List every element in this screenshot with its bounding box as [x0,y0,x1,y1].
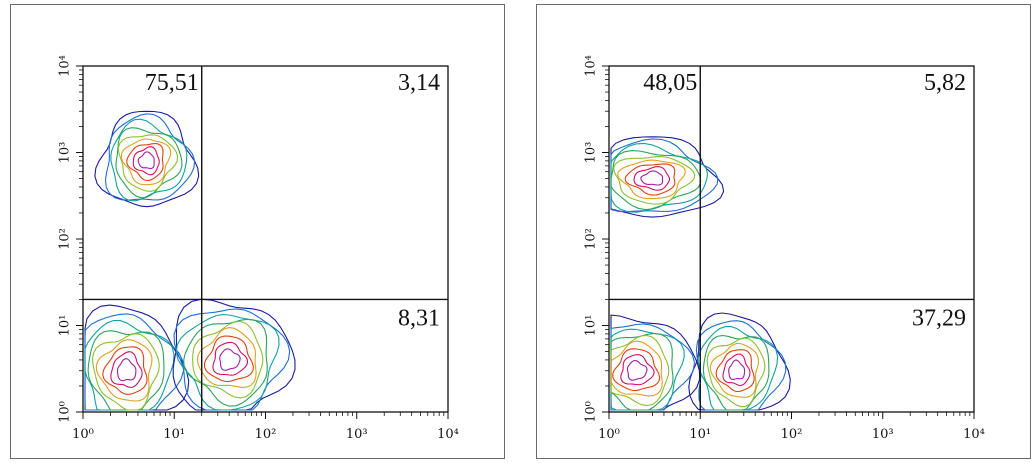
flow-cytometry-plot-right: 10⁰ 10¹ 10² 10³ 10⁴ 10⁰ 10¹ 10² 10³ 10⁴ 48,05 5,82 3… [536,4,1031,459]
contour-line-right-pop3-level8 [620,354,655,386]
y-tick-label-left: 10¹ [58,315,73,337]
contour-line-left-pop3-level4 [183,318,268,407]
contour-line-right-pop3-level6 [610,340,663,397]
y-tick-label-left: 10³ [58,142,73,164]
quadrant-lower-right-percent-left: 8,31 [398,305,440,331]
contour-plot-right: 10⁰ 10¹ 10² 10³ 10⁴ 10⁰ 10¹ 10² 10³ 10⁴ 48,05 5,82 3… [584,55,985,442]
contour-line-left-pop1-level1 [94,110,200,208]
y-tick-label-left: 10⁰ [58,401,73,423]
contour-line-right-pop3-level3 [610,328,685,411]
contour-line-right-pop1-level7 [624,163,676,196]
contour-line-right-pop2-level9 [728,359,746,381]
contour-line-right-pop1-level9 [640,170,664,186]
contour-line-left-pop3-level3 [175,314,280,411]
quadrant-lower-right-percent-right: 37,29 [912,305,966,331]
quadrant-upper-left-percent-left: 75,51 [145,70,199,96]
flow-cytometry-plot-left: 10⁰ 10¹ 10² 10³ 10⁴ 10⁰ 10¹ 10² 10³ 10⁴ 75,51 3,14 8… [10,4,505,459]
contour-line-left-pop2-level9 [116,358,137,382]
contour-line-right-pop1-level8 [633,166,671,191]
contour-line-right-pop3-level5 [610,334,670,407]
contour-line-left-pop2-level6 [95,339,153,402]
x-tick-label-left: 10¹ [163,427,185,442]
x-tick-label-left: 10⁴ [437,427,459,442]
contour-line-right-pop2-level8 [722,353,751,387]
quadrant-upper-right-percent-left: 3,14 [398,70,440,96]
y-tick-label-right: 10² [584,228,599,250]
contour-line-left-pop1-level6 [120,138,172,186]
contour-line-left-pop3-level5 [192,320,264,399]
x-tick-label-right: 10⁴ [963,427,985,442]
x-tick-label-right: 10² [781,427,803,442]
contour-line-right-pop3-level4 [610,332,674,411]
contour-line-left-pop1-level8 [132,146,160,176]
contour-line-left-pop1-level2 [104,113,196,201]
y-tick-label-right: 10⁰ [584,401,599,423]
contour-plot-left: 10⁰ 10¹ 10² 10³ 10⁴ 10⁰ 10¹ 10² 10³ 10⁴ 75,51 3,14 8… [58,55,459,442]
y-tick-label-right: 10³ [584,142,599,164]
x-tick-label-right: 10¹ [689,427,711,442]
contour-line-right-pop1-level6 [617,159,686,200]
contour-line-left-pop3-level9 [219,348,241,371]
contour-line-left-pop2-level8 [110,351,143,389]
contour-line-left-pop3-level7 [203,335,254,383]
contour-line-left-pop2-level5 [91,333,160,411]
x-tick-label-left: 10⁰ [72,427,94,442]
contour-line-left-pop3-level8 [212,341,249,376]
contour-line-left-pop1-level7 [126,142,164,182]
x-tick-label-right: 10³ [872,427,894,442]
x-tick-label-left: 10³ [346,427,368,442]
quadrant-upper-left-percent-right: 48,05 [643,70,697,96]
plot-area-left [82,65,449,413]
y-tick-label-right: 10¹ [584,315,599,337]
contour-line-left-pop1-level9 [137,151,155,170]
contour-line-left-pop3-level1 [172,298,296,411]
contour-line-right-pop2-level6 [709,342,759,398]
y-tick-label-left: 10⁴ [58,55,73,77]
plot-area-right [608,65,975,413]
contour-line-left-pop1-level3 [110,118,188,202]
x-tick-label-right: 10⁰ [598,427,620,442]
contour-line-right-pop3-level7 [612,348,661,392]
y-tick-label-right: 10⁴ [584,55,599,77]
contour-line-right-pop2-level5 [706,337,766,408]
contour-line-left-pop3-level6 [196,327,257,388]
contour-line-right-pop1-level5 [613,156,696,205]
quadrant-upper-right-percent-right: 5,82 [924,70,966,96]
contour-line-right-pop2-level4 [702,334,770,411]
contour-line-left-pop2-level4 [87,330,165,411]
contour-line-right-pop3-level9 [626,359,648,381]
contour-line-left-pop2-level3 [84,319,175,411]
contour-line-right-pop2-level7 [715,349,755,393]
contour-line-left-pop2-level7 [102,346,148,395]
y-tick-label-left: 10² [58,228,73,250]
contour-line-left-pop1-level5 [117,134,179,192]
x-tick-label-left: 10² [255,427,277,442]
contour-line-left-pop3-level2 [173,308,291,411]
